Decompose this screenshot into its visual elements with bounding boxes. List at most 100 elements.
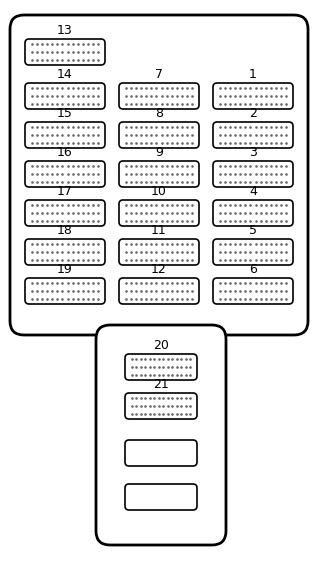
Point	[273, 217, 279, 226]
Point	[189, 217, 194, 226]
Point	[233, 99, 238, 108]
Point	[169, 162, 174, 171]
Point	[129, 362, 135, 371]
Point	[149, 278, 154, 287]
Point	[123, 170, 128, 179]
Point	[134, 209, 139, 218]
Point	[128, 177, 134, 187]
Point	[80, 286, 85, 295]
Point	[85, 130, 90, 139]
Point	[149, 209, 154, 218]
Point	[253, 256, 258, 265]
Point	[263, 256, 268, 265]
Point	[34, 239, 40, 248]
Point	[174, 239, 179, 248]
Point	[90, 256, 96, 265]
Point	[233, 294, 238, 303]
Point	[123, 294, 128, 303]
Point	[80, 40, 85, 49]
Point	[233, 83, 238, 92]
Point	[263, 91, 268, 100]
Point	[273, 209, 279, 218]
Point	[45, 256, 50, 265]
FancyBboxPatch shape	[119, 239, 199, 265]
Point	[273, 177, 279, 187]
Point	[268, 130, 273, 139]
Point	[90, 122, 96, 132]
Point	[149, 239, 154, 248]
Point	[65, 239, 70, 248]
Point	[75, 294, 80, 303]
Point	[165, 354, 170, 363]
Point	[179, 209, 185, 218]
Point	[253, 130, 258, 139]
Point	[183, 401, 188, 411]
Point	[228, 122, 233, 132]
Point	[278, 122, 283, 132]
FancyBboxPatch shape	[25, 200, 105, 226]
Point	[129, 401, 135, 411]
Point	[144, 138, 149, 147]
Point	[283, 177, 289, 187]
Point	[129, 370, 135, 379]
Point	[187, 393, 193, 403]
Point	[283, 130, 289, 139]
Point	[174, 99, 179, 108]
Point	[223, 217, 228, 226]
Point	[156, 401, 161, 411]
Point	[85, 247, 90, 256]
Point	[75, 56, 80, 65]
Point	[243, 217, 248, 226]
Point	[159, 278, 164, 287]
Point	[134, 256, 139, 265]
Point	[45, 201, 50, 210]
Point	[45, 83, 50, 92]
Point	[75, 247, 80, 256]
Point	[159, 170, 164, 179]
Point	[45, 294, 50, 303]
Point	[189, 177, 194, 187]
Point	[152, 362, 157, 371]
Point	[164, 209, 169, 218]
Point	[161, 401, 166, 411]
Point	[129, 354, 135, 363]
FancyBboxPatch shape	[213, 122, 293, 148]
Point	[169, 99, 174, 108]
Point	[258, 278, 263, 287]
Point	[95, 130, 100, 139]
Point	[144, 91, 149, 100]
Point	[75, 286, 80, 295]
Point	[90, 83, 96, 92]
Point	[179, 91, 185, 100]
Point	[50, 162, 55, 171]
Point	[60, 247, 65, 256]
Point	[40, 162, 45, 171]
Point	[149, 162, 154, 171]
Point	[34, 99, 40, 108]
Point	[253, 217, 258, 226]
Point	[50, 278, 55, 287]
Point	[243, 201, 248, 210]
FancyBboxPatch shape	[96, 325, 226, 545]
Point	[123, 209, 128, 218]
Point	[139, 278, 144, 287]
Point	[223, 162, 228, 171]
FancyBboxPatch shape	[119, 122, 199, 148]
Point	[179, 247, 185, 256]
Point	[174, 177, 179, 187]
Point	[263, 177, 268, 187]
Point	[55, 138, 60, 147]
Point	[123, 278, 128, 287]
Point	[138, 393, 144, 403]
Point	[263, 239, 268, 248]
Text: 20: 20	[153, 339, 169, 352]
Point	[80, 278, 85, 287]
Point	[228, 256, 233, 265]
Point	[233, 201, 238, 210]
Point	[283, 217, 289, 226]
FancyBboxPatch shape	[25, 278, 105, 304]
Point	[174, 201, 179, 210]
Point	[50, 217, 55, 226]
Point	[174, 217, 179, 226]
Point	[253, 177, 258, 187]
